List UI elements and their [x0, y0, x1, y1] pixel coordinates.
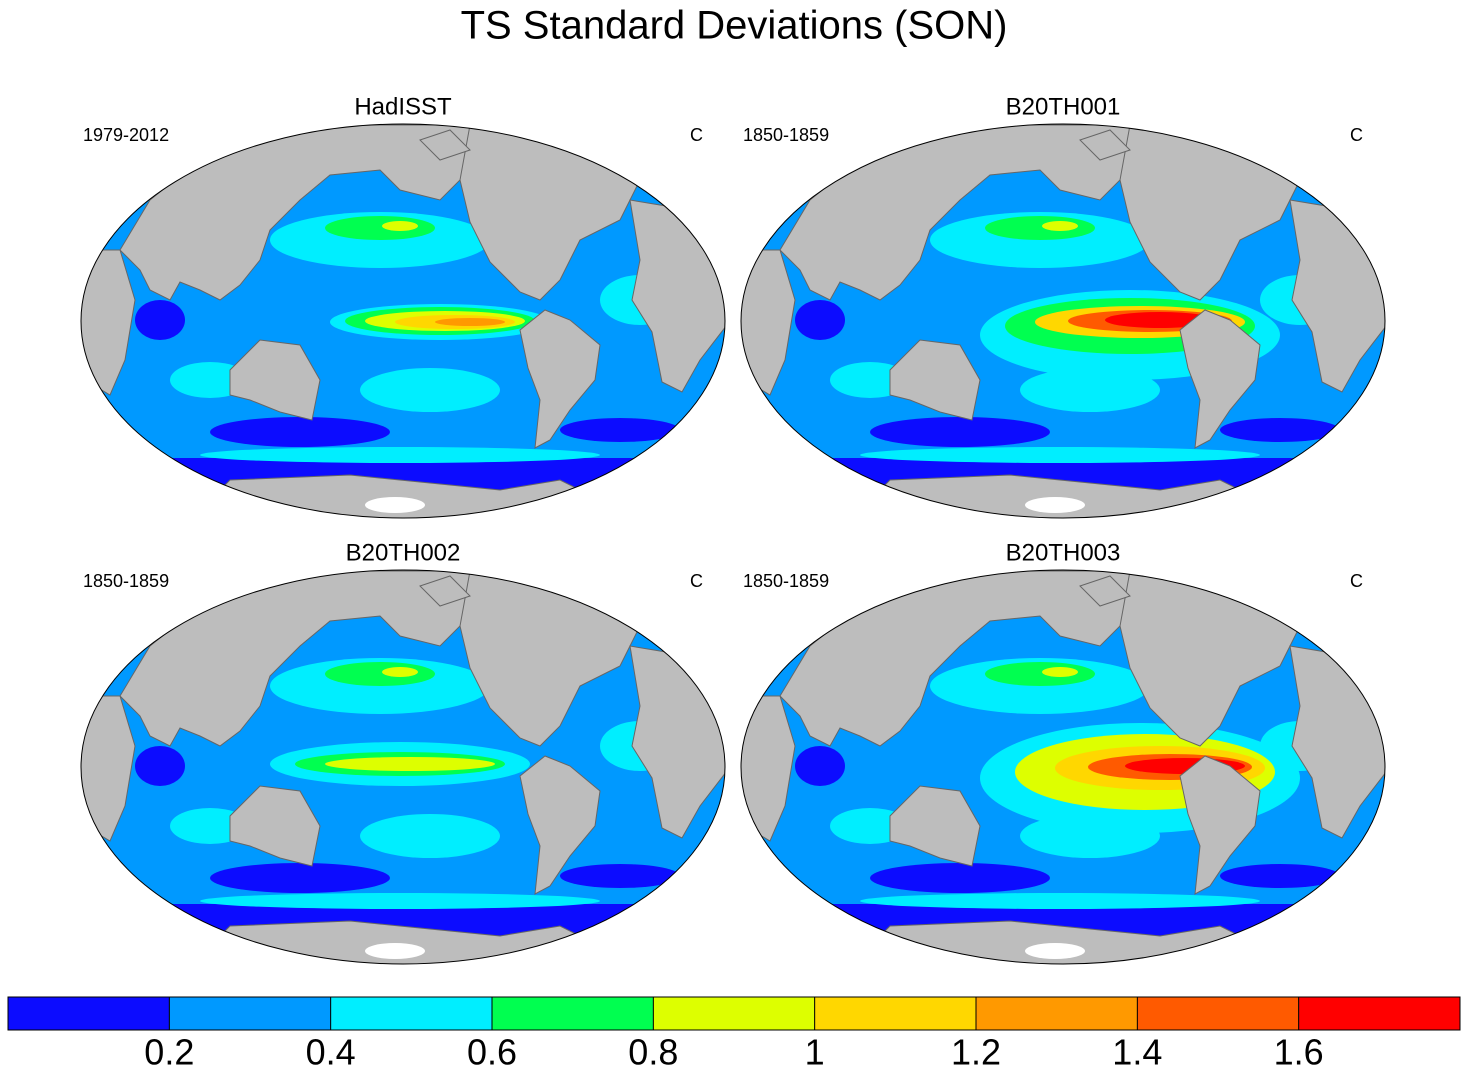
colorbar-box — [975, 996, 1138, 1031]
map-border — [740, 123, 1386, 519]
map-border — [80, 123, 726, 519]
field-patch — [860, 447, 1260, 463]
land — [419, 129, 471, 161]
land — [1079, 129, 1131, 161]
field-patch — [795, 746, 845, 786]
map-field — [741, 124, 1385, 518]
map — [740, 569, 1386, 965]
field-patch — [985, 216, 1095, 240]
land — [519, 755, 601, 895]
colorbar-tick-label: 1.4 — [1112, 1032, 1162, 1073]
colorbar-tick-label: 0.8 — [628, 1032, 678, 1073]
land — [519, 309, 601, 449]
panel-period: 1850-1859 — [743, 125, 829, 145]
ice — [1025, 943, 1085, 959]
field-patch — [1220, 864, 1340, 888]
field-patch — [135, 746, 185, 786]
colorbar-box — [1137, 996, 1299, 1031]
field-patch — [1042, 667, 1078, 677]
ice — [365, 943, 425, 959]
panel-title: B20TH002 — [346, 539, 461, 566]
colorbar-box — [7, 996, 170, 1031]
colorbar-box — [814, 996, 977, 1031]
panel-units: C — [1350, 125, 1363, 145]
map-border — [740, 569, 1386, 965]
land — [1179, 755, 1261, 895]
field-patch — [210, 417, 390, 447]
field-patch — [210, 863, 390, 893]
field-patch — [1220, 418, 1340, 442]
land — [889, 339, 981, 421]
land — [1079, 575, 1131, 607]
panel-title: HadISST — [354, 93, 452, 120]
colorbar-tick-label: 0.4 — [306, 1032, 356, 1073]
field-patch — [382, 667, 418, 677]
colorbar-box — [1298, 996, 1461, 1031]
field-patch — [985, 662, 1095, 686]
colorbar-tick-label: 1.2 — [951, 1032, 1001, 1073]
panel-units: C — [690, 571, 703, 591]
map-border — [80, 569, 726, 965]
land — [229, 339, 321, 421]
field-patch — [1042, 221, 1078, 231]
field-patch — [860, 893, 1260, 909]
panel-title: B20TH003 — [1006, 539, 1121, 566]
map-field — [81, 570, 725, 964]
field-patch — [200, 447, 600, 463]
panel-period: 1850-1859 — [83, 571, 169, 591]
field-patch — [200, 893, 600, 909]
figure-title: TS Standard Deviations (SON) — [461, 4, 1008, 48]
map-field — [741, 570, 1385, 964]
colorbar-box — [169, 996, 331, 1031]
panel-period: 1850-1859 — [743, 571, 829, 591]
colorbar-box — [491, 996, 654, 1031]
land — [889, 785, 981, 867]
field-patch — [870, 863, 1050, 893]
land — [229, 785, 321, 867]
field-patch — [795, 300, 845, 340]
field-patch — [135, 300, 185, 340]
map — [80, 123, 726, 519]
map — [740, 123, 1386, 519]
land — [419, 575, 471, 607]
colorbar-box — [653, 996, 815, 1031]
field-patch — [325, 216, 435, 240]
panel-title: B20TH001 — [1006, 93, 1121, 120]
field-patch — [360, 368, 500, 412]
land — [1179, 309, 1261, 449]
field-patch — [382, 221, 418, 231]
colorbar-tick-label: 0.2 — [144, 1032, 194, 1073]
field-patch — [870, 417, 1050, 447]
panel-units: C — [690, 125, 703, 145]
field-patch — [360, 814, 500, 858]
colorbar-tick-label: 1.6 — [1274, 1032, 1324, 1073]
field-patch — [325, 662, 435, 686]
map — [80, 569, 726, 965]
field-patch — [560, 418, 680, 442]
panel-period: 1979-2012 — [83, 125, 169, 145]
equatorial-anomaly — [435, 318, 505, 326]
ice — [1025, 497, 1085, 513]
colorbar-tick-label: 1 — [805, 1032, 825, 1073]
field-patch — [560, 864, 680, 888]
colorbar-tick-label: 0.6 — [467, 1032, 517, 1073]
ice — [365, 497, 425, 513]
colorbar-box — [330, 996, 493, 1031]
map-field — [81, 124, 725, 518]
colorbar-frame — [7, 996, 1461, 1031]
panel-units: C — [1350, 571, 1363, 591]
equatorial-anomaly — [325, 757, 495, 771]
